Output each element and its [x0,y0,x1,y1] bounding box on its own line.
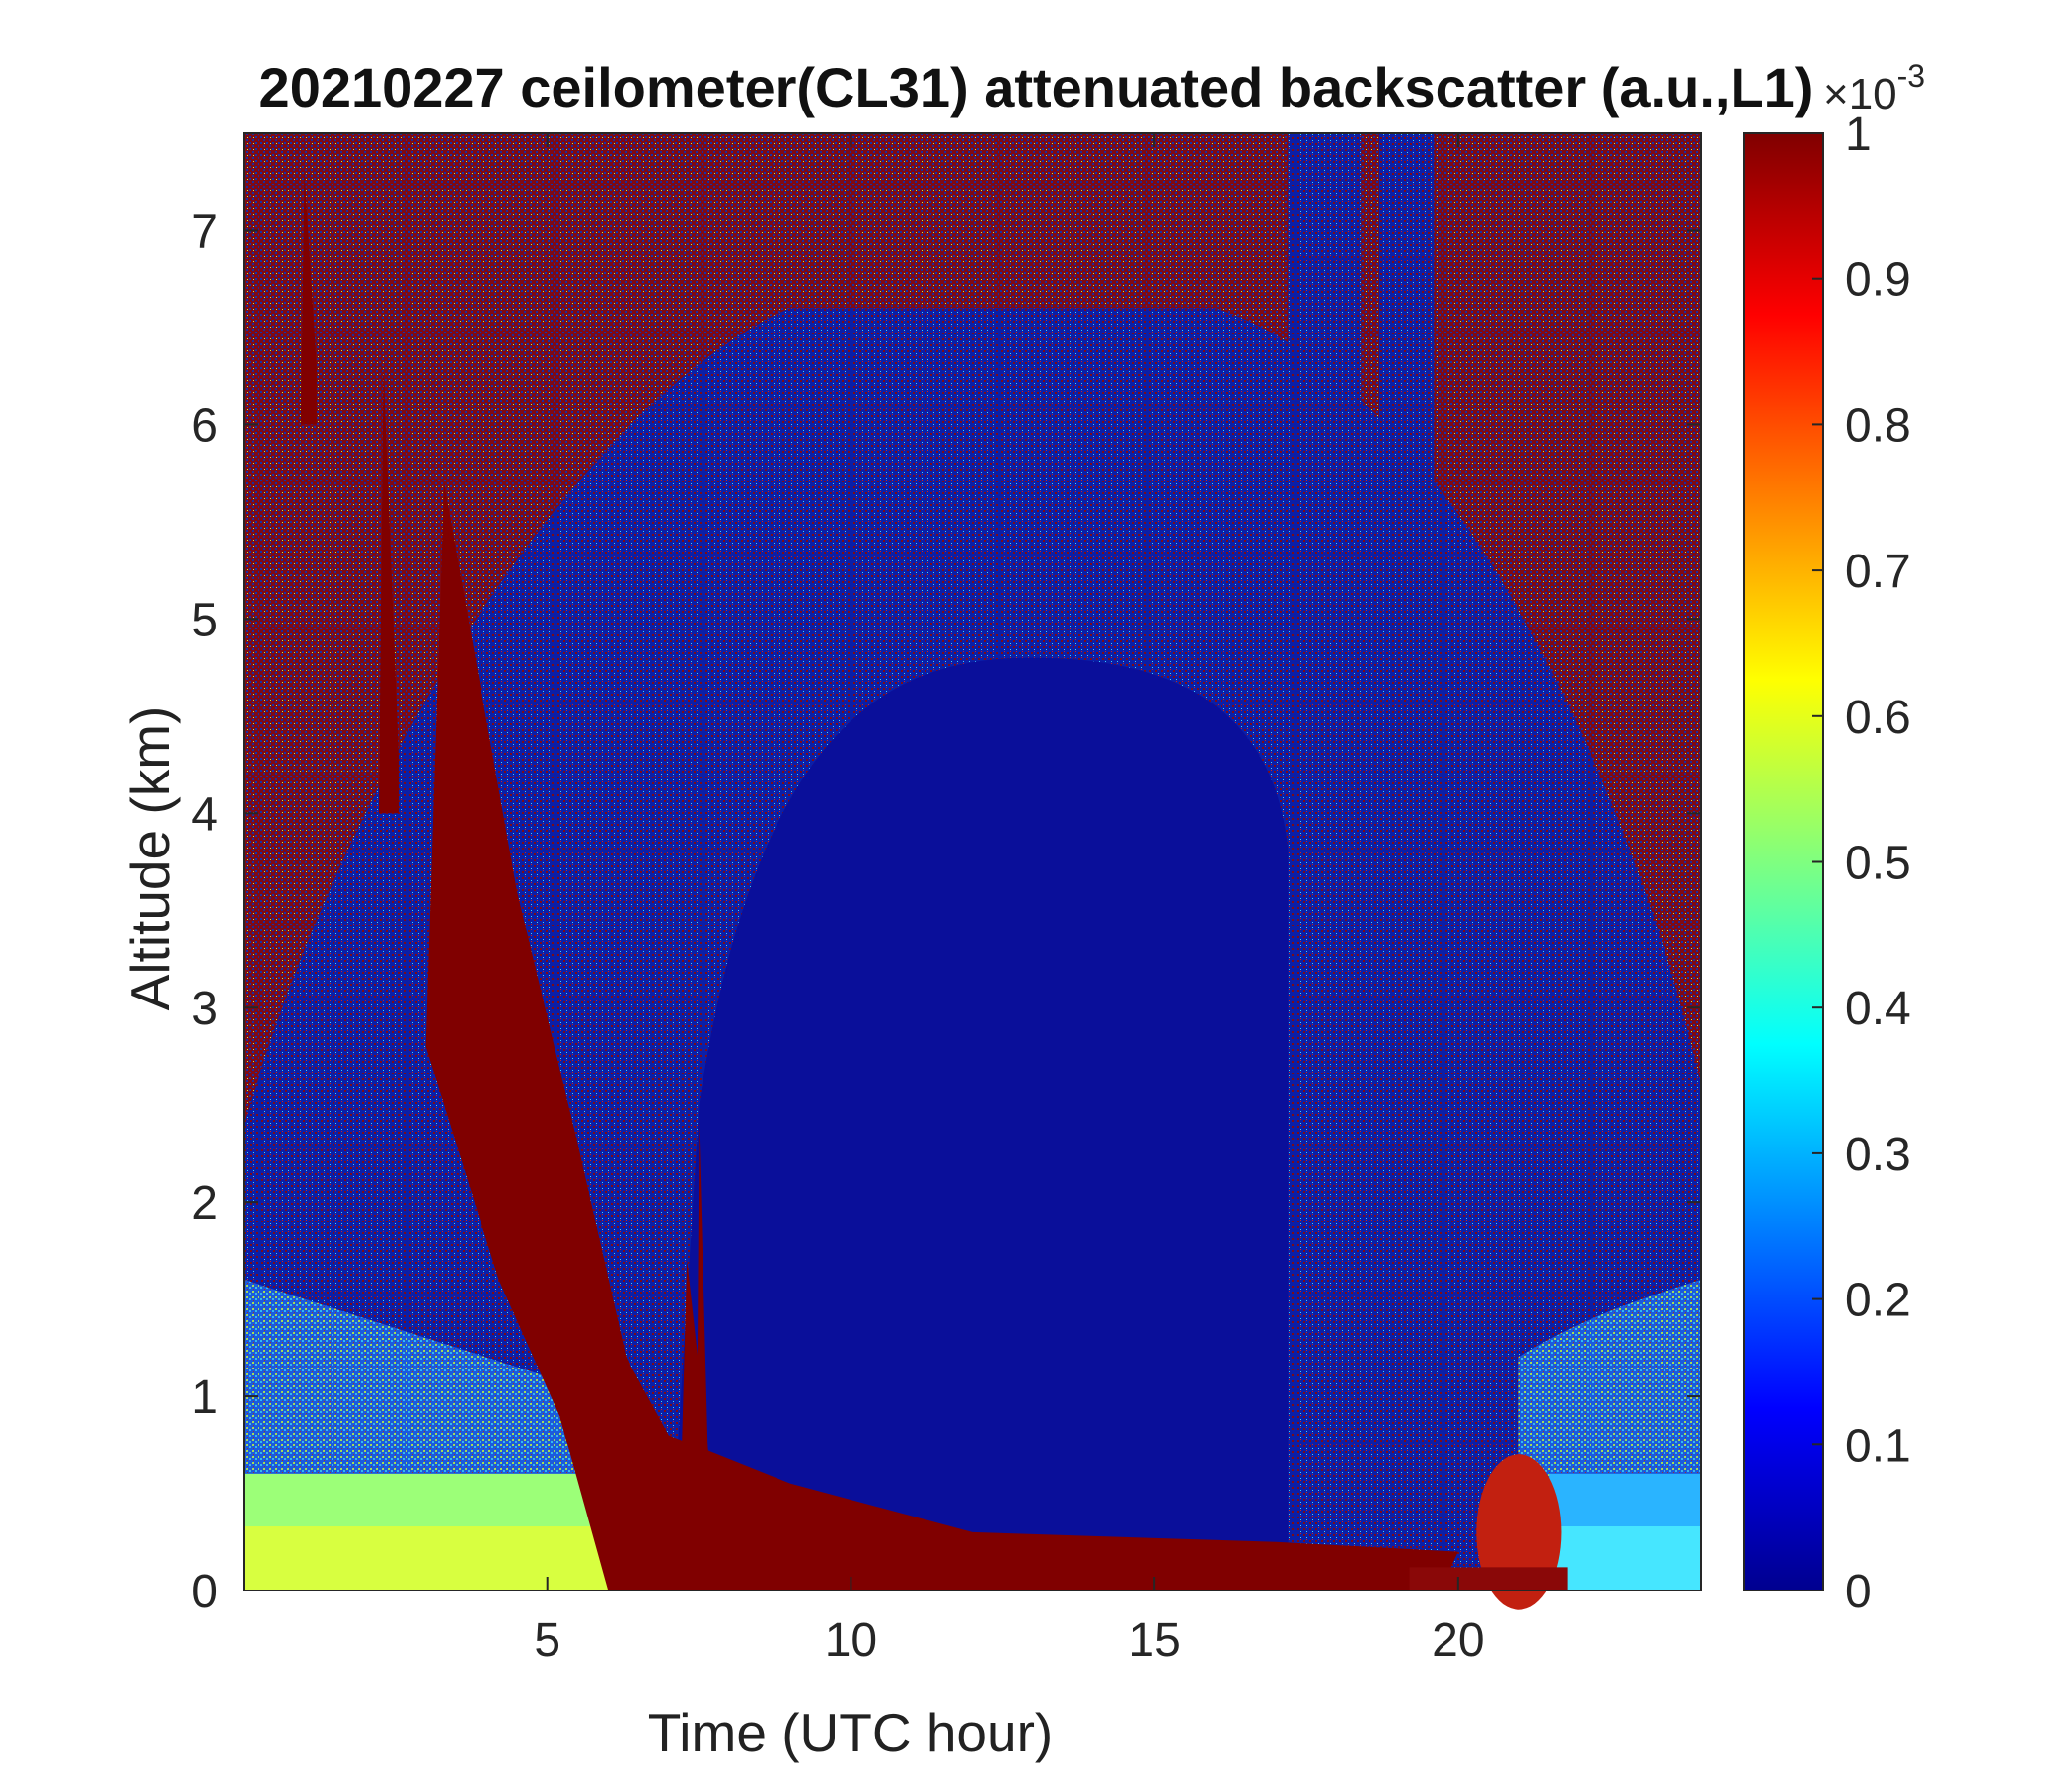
y-axis: 0 1 2 3 4 5 6 7 [191,205,1701,1618]
y-tick-label: 0 [191,1566,218,1618]
heatmap-plot-area [243,132,1702,1610]
y-axis-label: Altitude (km) [119,705,181,1011]
fall-streak-0 [300,172,317,425]
surface-cloud-base [1409,1567,1568,1591]
aerosol-layer-1 [1549,1473,1701,1591]
colorbar-tick-label: 0.5 [1845,838,1911,890]
y-tick-label: 6 [191,400,218,452]
fall-streak-3 [678,1260,718,1591]
y-tick-label: 5 [191,594,218,646]
x-tick-label: 10 [825,1614,877,1666]
colorbar-tick-label: 1 [1845,109,1872,161]
colorbar: 0 0.1 0.2 0.3 0.4 0.5 0.6 0.7 0.8 0.9 1×10-3 [1743,58,1925,1618]
colorbar-tick-label: 0.4 [1845,983,1911,1035]
colorbar-tick-label: 0.9 [1845,255,1911,307]
aerosol-layer-0 [244,1473,627,1591]
colorbar-tick-label: 0.6 [1845,692,1911,744]
chart-title: 20210227 ceilometer(CL31) attenuated bac… [259,56,1813,118]
aerosol-layer-core [244,1526,627,1591]
x-tick-label: 15 [1128,1614,1180,1666]
y-tick-label: 1 [191,1371,218,1424]
y-tick-label: 4 [191,788,218,841]
colorbar-tick-label: 0.2 [1845,1275,1911,1327]
x-tick-label: 20 [1432,1614,1484,1666]
colorbar-tick-label: 0 [1845,1566,1872,1618]
fall-streak-1 [378,366,399,814]
x-tick-label: 5 [534,1614,560,1666]
y-tick-label: 3 [191,983,218,1035]
colorbar-exponent-label: ×10-3 [1823,58,1925,118]
colorbar-tick-label: 0.1 [1845,1420,1911,1472]
colorbar-tick-label: 0.8 [1845,400,1911,452]
clear-sky-region [668,657,1289,1591]
plot-frame [243,132,1702,1591]
y-tick-label: 2 [191,1177,218,1229]
colorbar-tick-label: 0.7 [1845,546,1911,598]
aerosol-layer-core [1549,1526,1701,1591]
noise-column-1 [1378,133,1435,1532]
colorbar-tick-label: 0.3 [1845,1129,1911,1181]
colorbar-exponent-power: -3 [1897,58,1925,94]
x-axis-label: Time (UTC hour) [647,1702,1054,1763]
noise-column-0 [1288,133,1362,1532]
y-tick-label: 7 [191,205,218,258]
x-axis: 5 10 15 20 [534,133,1485,1666]
colorbar-scale [1743,132,1824,1591]
